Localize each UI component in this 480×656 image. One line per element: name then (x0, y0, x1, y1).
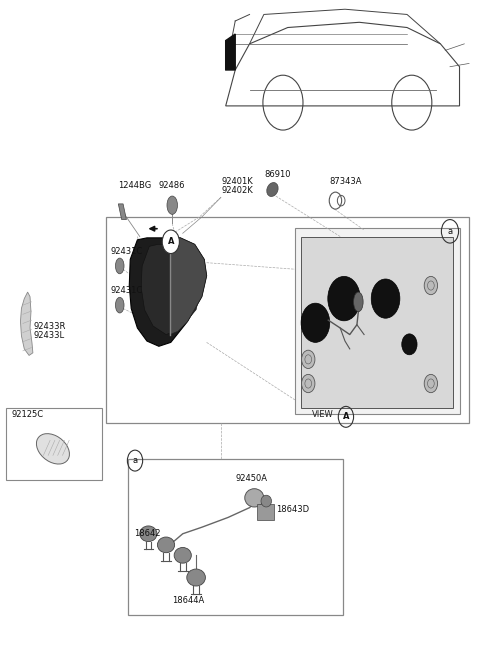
Polygon shape (21, 292, 33, 356)
Ellipse shape (245, 489, 264, 507)
Ellipse shape (36, 434, 70, 464)
Text: 92431C: 92431C (110, 286, 143, 295)
Polygon shape (226, 34, 235, 70)
Text: 92125C: 92125C (12, 410, 44, 419)
Circle shape (162, 230, 180, 253)
Circle shape (301, 303, 330, 342)
Circle shape (424, 276, 438, 295)
Ellipse shape (261, 495, 272, 507)
Text: 92433L: 92433L (34, 331, 65, 340)
Text: A: A (168, 237, 174, 246)
Ellipse shape (167, 196, 178, 215)
Text: VIEW: VIEW (312, 410, 333, 419)
Circle shape (328, 276, 360, 321)
Polygon shape (141, 245, 201, 335)
Ellipse shape (157, 537, 175, 553)
Polygon shape (118, 204, 126, 220)
FancyBboxPatch shape (128, 459, 343, 615)
Text: a: a (447, 227, 453, 236)
Text: 18644A: 18644A (172, 596, 204, 605)
Text: a: a (132, 456, 138, 465)
Text: 92401K: 92401K (222, 176, 253, 186)
Text: 92486: 92486 (159, 180, 185, 190)
Circle shape (402, 334, 417, 355)
Ellipse shape (116, 297, 124, 313)
Text: 92433R: 92433R (34, 321, 66, 331)
Polygon shape (301, 237, 453, 407)
Text: 92450A: 92450A (235, 474, 267, 483)
FancyBboxPatch shape (6, 407, 102, 480)
Text: 18643D: 18643D (276, 505, 309, 514)
Circle shape (424, 375, 438, 393)
Ellipse shape (267, 182, 278, 197)
Text: 18642: 18642 (134, 529, 160, 538)
FancyBboxPatch shape (257, 504, 275, 520)
Ellipse shape (140, 526, 157, 542)
Text: 92402K: 92402K (222, 186, 253, 195)
Ellipse shape (354, 292, 363, 312)
Text: A: A (343, 413, 349, 421)
Text: 92431C: 92431C (110, 247, 143, 256)
Circle shape (301, 350, 315, 369)
Ellipse shape (187, 569, 205, 586)
Ellipse shape (174, 548, 192, 563)
FancyBboxPatch shape (295, 228, 459, 414)
Text: 86910: 86910 (265, 170, 291, 179)
Ellipse shape (116, 258, 124, 274)
Circle shape (301, 375, 315, 393)
Polygon shape (170, 238, 206, 335)
Circle shape (371, 279, 400, 318)
Text: 87343A: 87343A (330, 176, 362, 186)
Polygon shape (129, 238, 206, 346)
Text: 1244BG: 1244BG (118, 180, 152, 190)
